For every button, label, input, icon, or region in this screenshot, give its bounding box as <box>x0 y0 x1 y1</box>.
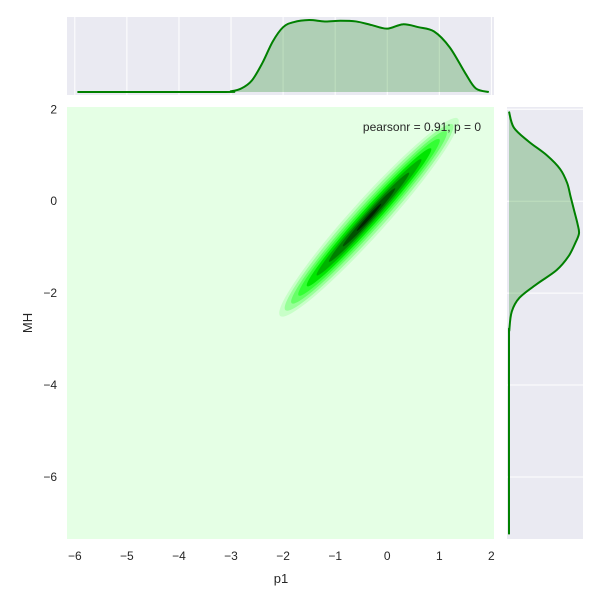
x-tick-label: −2 <box>276 549 290 563</box>
marginal-x-density-line <box>77 18 490 94</box>
y-tick-label: −6 <box>43 470 57 484</box>
marginal-y-density-line <box>507 111 581 535</box>
joint-background <box>67 107 494 539</box>
pearson-annotation: pearsonr = 0.91; p = 0 <box>363 120 481 134</box>
joint-kde-panel <box>279 117 459 317</box>
x-tick-label: 1 <box>436 549 443 563</box>
background-layer <box>67 17 583 539</box>
marginal-x-density-fill <box>77 19 489 93</box>
y-tick-label: 2 <box>50 102 57 116</box>
marginal-x-panel <box>74 17 492 95</box>
kde-contour-level-9 <box>356 203 382 231</box>
x-tick-label: 0 <box>384 549 391 563</box>
x-tick-label: −4 <box>172 549 186 563</box>
y-axis-label: MH <box>20 313 35 333</box>
marginal-y-density-fill <box>508 111 580 535</box>
x-tick-label: −3 <box>224 549 238 563</box>
y-tick-label: 0 <box>50 194 57 208</box>
x-axis-label: p1 <box>274 571 288 586</box>
tick-labels: −6 −5 −4 −3 −2 −1 0 1 2 2 0 −2 −4 −6 <box>43 102 495 563</box>
x-tick-label: −1 <box>328 549 342 563</box>
x-tick-label: −6 <box>68 549 82 563</box>
y-tick-label: −4 <box>43 378 57 392</box>
x-tick-label: −5 <box>120 549 134 563</box>
x-tick-label: 2 <box>488 549 495 563</box>
marginal-y-background <box>507 107 583 539</box>
marginal-y-panel <box>507 108 583 535</box>
y-tick-label: −2 <box>43 286 57 300</box>
